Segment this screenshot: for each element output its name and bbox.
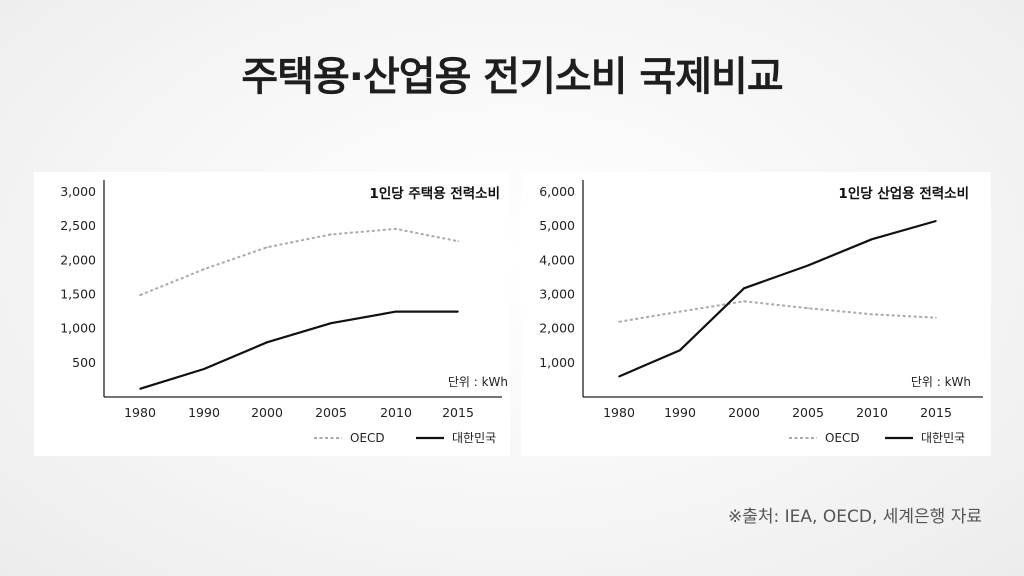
residential-chart: 500 1,000 1,500 2,000 2,500 3,000 1980 1990 2000… [60, 180, 508, 445]
data-point-korea [871, 238, 873, 240]
x-tick-label: 1990 [664, 405, 696, 420]
data-point-korea [139, 388, 141, 390]
data-point-korea [807, 264, 809, 267]
data-point-korea [266, 341, 268, 344]
data-point-korea [457, 310, 459, 313]
series-line-oecd [139, 227, 459, 297]
legend-label-oecd: OECD [350, 431, 385, 445]
data-point-oecd [395, 228, 397, 230]
y-tick-label: 1,500 [60, 287, 96, 302]
source-note: ※출처: IEA, OECD, 세계은행 자료 [728, 507, 982, 527]
legend-label-korea: 대한민국 [921, 431, 965, 445]
data-point-korea [203, 368, 205, 370]
y-tick-label: 3,000 [60, 184, 96, 199]
x-tick-label: 1980 [603, 405, 635, 420]
industrial-chart-panel: 1,000 2,000 3,000 4,000 5,000 6,000 1980 1990 20… [521, 172, 991, 456]
data-point-oecd [330, 233, 332, 236]
x-tick-label: 2000 [251, 405, 283, 420]
x-tick-label: 2010 [380, 405, 412, 420]
residential-chart-panel: 500 1,000 1,500 2,000 2,500 3,000 1980 1990 2000… [34, 172, 510, 456]
data-point-oecd [807, 307, 809, 309]
y-tick-label: 2,500 [60, 218, 96, 233]
x-tick-label: 2000 [728, 405, 760, 420]
data-point-oecd [935, 316, 937, 319]
data-point-oecd [139, 294, 141, 296]
data-point-korea [935, 220, 937, 222]
chart-title: 1인당 산업용 전력소비 [838, 185, 969, 202]
page-title: 주택용·산업용 전기소비 국제비교 [241, 54, 783, 100]
y-tick-label: 6,000 [539, 184, 575, 199]
y-tick-label: 2,000 [60, 252, 96, 267]
x-tick-label: 2015 [442, 405, 474, 420]
data-point-oecd [618, 321, 620, 323]
y-tick-label: 4,000 [539, 252, 575, 267]
y-tick-label: 500 [72, 355, 96, 370]
data-point-korea [330, 322, 332, 324]
data-point-korea [395, 310, 397, 313]
series-line-oecd [618, 300, 937, 323]
x-tick-label: 1990 [188, 405, 220, 420]
series-line-korea [139, 310, 458, 390]
data-point-korea [618, 375, 620, 378]
y-tick-label: 3,000 [539, 287, 575, 302]
x-tick-label: 2005 [315, 405, 347, 420]
data-point-oecd [679, 310, 681, 313]
data-point-oecd [203, 268, 205, 270]
y-tick-label: 1,000 [539, 355, 575, 370]
legend-label-korea: 대한민국 [452, 431, 496, 445]
unit-note: 단위 : kWh [448, 375, 508, 389]
series-line-korea [618, 219, 937, 378]
legend-label-oecd: OECD [825, 431, 860, 445]
y-tick-label: 1,000 [60, 321, 96, 336]
data-point-oecd [871, 313, 873, 316]
data-point-oecd [266, 246, 268, 249]
data-point-korea [743, 287, 745, 290]
x-tick-label: 2005 [792, 405, 824, 420]
y-tick-label: 5,000 [539, 218, 575, 233]
data-point-oecd [457, 240, 459, 242]
x-tick-label: 1980 [124, 405, 156, 420]
chart-title: 1인당 주택용 전력소비 [369, 185, 500, 202]
x-tick-label: 2010 [856, 405, 888, 420]
unit-note: 단위 : kWh [911, 375, 971, 389]
industrial-chart: 1,000 2,000 3,000 4,000 5,000 6,000 1980 1990 20… [539, 180, 983, 445]
data-point-oecd [743, 300, 745, 303]
data-point-korea [679, 349, 681, 351]
x-tick-label: 2015 [920, 405, 952, 420]
y-tick-label: 2,000 [539, 321, 575, 336]
